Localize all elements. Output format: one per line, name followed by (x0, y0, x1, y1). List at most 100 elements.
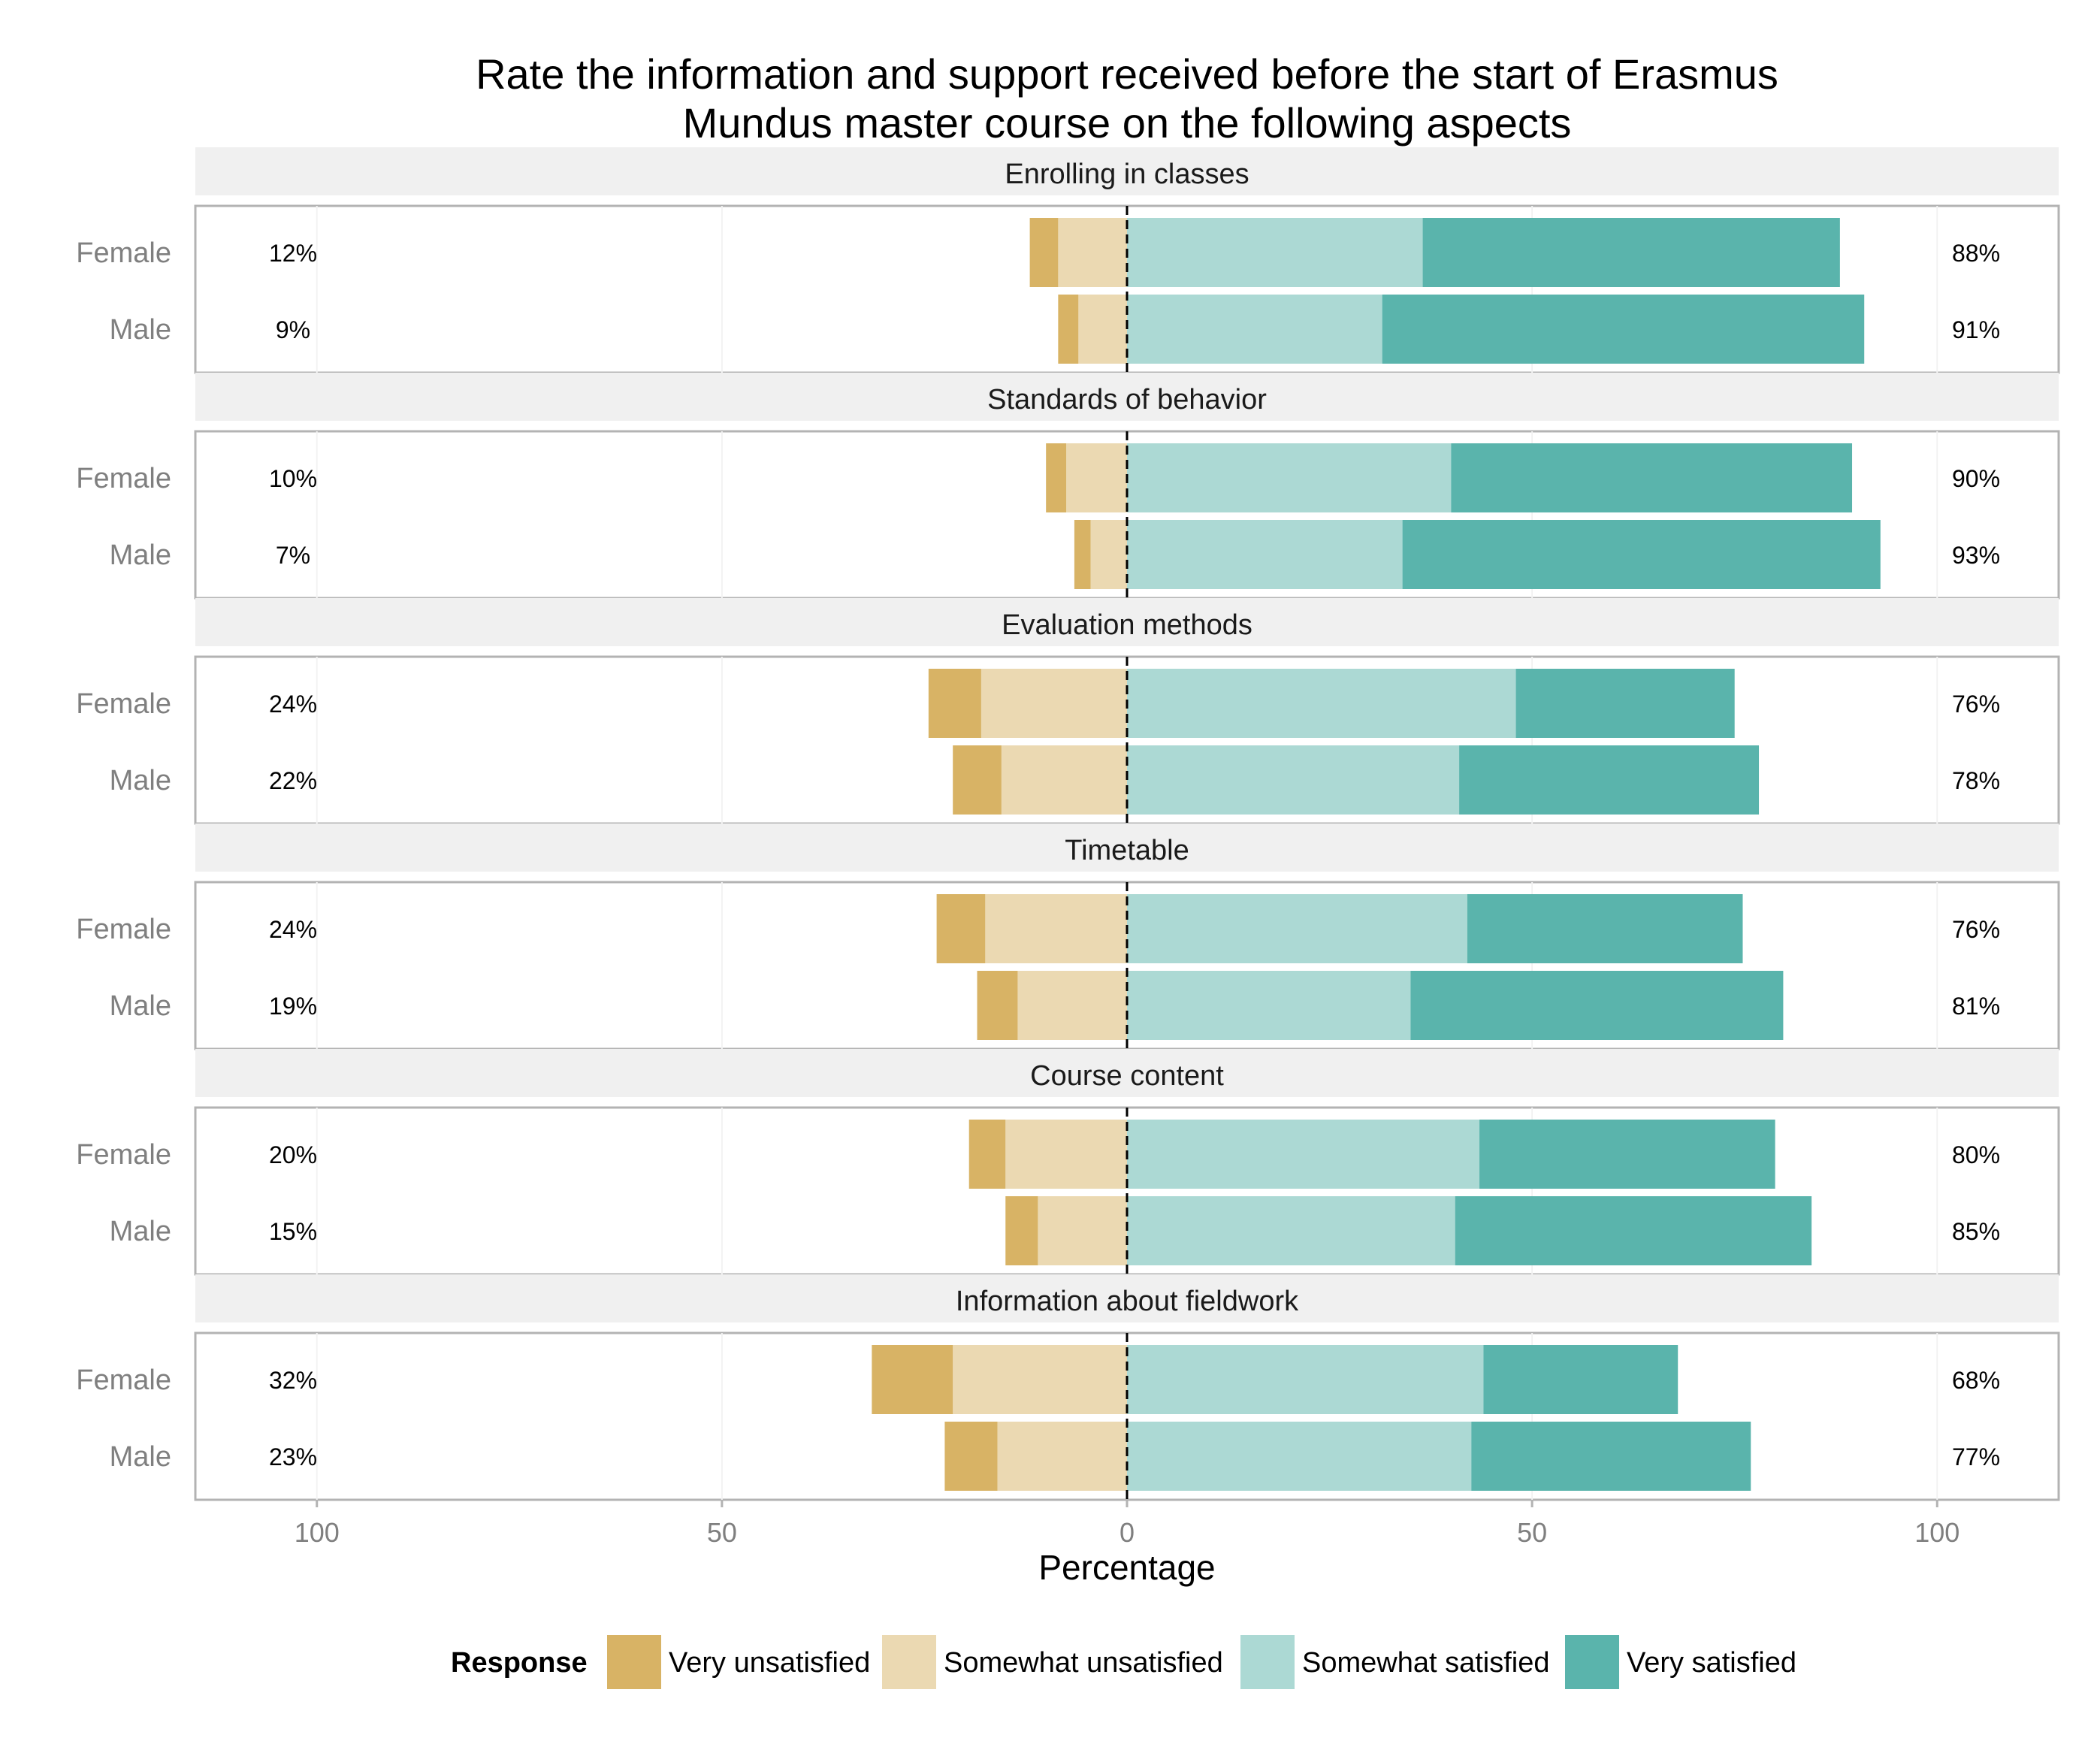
bar-very-unsatisfied (977, 971, 1018, 1040)
row-group-label: Male (110, 1441, 171, 1473)
bar-somewhat-satisfied (1127, 295, 1382, 364)
legend-label: Very unsatisfied (669, 1647, 870, 1679)
positive-percent-label: 68% (1952, 1367, 2000, 1394)
row-group-label: Female (76, 688, 171, 720)
bar-somewhat-unsatisfied (1066, 443, 1127, 512)
panel-strip-label: Standards of behavior (987, 384, 1267, 416)
positive-percent-label: 91% (1952, 316, 2000, 343)
bar-somewhat-unsatisfied (1005, 1120, 1127, 1189)
panel-strip-label: Course content (1030, 1060, 1224, 1092)
row-group-label: Male (110, 990, 171, 1022)
panel: Timetable Female 24% 76% Male 19% 81% (76, 824, 2060, 1050)
panels: Enrolling in classes Female 12% 88% Male 9% 91… (76, 147, 2060, 1501)
negative-percent-label: 22% (269, 767, 317, 794)
negative-percent-label: 20% (269, 1141, 317, 1168)
bar-somewhat-satisfied (1127, 745, 1460, 815)
panel-strip-label: Evaluation methods (1002, 609, 1252, 641)
row-group-label: Female (76, 237, 171, 269)
negative-percent-label: 19% (269, 993, 317, 1020)
negative-percent-label: 12% (269, 240, 317, 267)
positive-percent-label: 85% (1952, 1218, 2000, 1245)
positive-percent-label: 76% (1952, 691, 2000, 718)
negative-percent-label: 24% (269, 916, 317, 943)
bar-somewhat-satisfied (1127, 669, 1516, 738)
bar-very-satisfied (1455, 1196, 1812, 1265)
legend-swatch (1240, 1635, 1295, 1689)
panel: Course content Female 20% 80% Male 15% 85% (76, 1049, 2060, 1276)
bar-very-satisfied (1402, 520, 1881, 589)
row-group-label: Female (76, 1365, 171, 1396)
row-group-label: Male (110, 1216, 171, 1247)
x-tick-label: 50 (707, 1517, 737, 1548)
bar-very-satisfied (1479, 1120, 1775, 1189)
positive-percent-label: 78% (1952, 767, 2000, 794)
legend-swatch (882, 1635, 936, 1689)
bar-very-unsatisfied (872, 1345, 953, 1414)
positive-percent-label: 77% (1952, 1443, 2000, 1470)
positive-percent-label: 81% (1952, 993, 2000, 1020)
negative-percent-label: 24% (269, 691, 317, 718)
chart-title-line-1: Rate the information and support receive… (476, 50, 1778, 98)
bar-very-satisfied (1410, 971, 1784, 1040)
bar-somewhat-unsatisfied (1090, 520, 1127, 589)
bar-very-satisfied (1451, 443, 1853, 512)
positive-percent-label: 76% (1952, 916, 2000, 943)
bar-very-unsatisfied (936, 894, 986, 963)
bar-very-satisfied (1471, 1422, 1751, 1491)
chart-title: Rate the information and support receive… (476, 50, 1778, 147)
legend: Response Very unsatisfied Somewhat unsatis… (451, 1635, 1796, 1689)
bar-very-unsatisfied (953, 745, 1002, 815)
panel-strip-label: Information about fieldwork (956, 1286, 1299, 1317)
bar-very-unsatisfied (968, 1120, 1006, 1189)
panel: Information about fieldwork Female 32% 68% M… (76, 1274, 2060, 1501)
bar-very-unsatisfied (944, 1422, 998, 1491)
x-tick-label: 100 (1914, 1517, 1959, 1548)
bar-somewhat-unsatisfied (981, 669, 1127, 738)
negative-percent-label: 32% (269, 1367, 317, 1394)
bar-very-satisfied (1422, 218, 1840, 287)
negative-percent-label: 7% (276, 542, 310, 569)
bar-somewhat-unsatisfied (953, 1345, 1127, 1414)
bar-very-satisfied (1382, 295, 1865, 364)
row-group-label: Male (110, 540, 171, 571)
panel-strip (195, 598, 2059, 646)
bar-somewhat-satisfied (1127, 1345, 1484, 1414)
bar-very-satisfied (1515, 669, 1735, 738)
legend-swatch (1565, 1635, 1619, 1689)
bar-somewhat-unsatisfied (1017, 971, 1127, 1040)
bar-very-unsatisfied (928, 669, 981, 738)
legend-label: Somewhat unsatisfied (944, 1647, 1223, 1679)
panel: Evaluation methods Female 24% 76% Male 22% 78% (76, 598, 2060, 825)
bar-somewhat-unsatisfied (1038, 1196, 1127, 1265)
bar-very-satisfied (1467, 894, 1743, 963)
row-group-label: Male (110, 314, 171, 346)
bar-somewhat-satisfied (1127, 1422, 1472, 1491)
legend-label: Very satisfied (1627, 1647, 1796, 1679)
bar-somewhat-satisfied (1127, 971, 1411, 1040)
bar-very-unsatisfied (1005, 1196, 1038, 1265)
row-group-label: Female (76, 914, 171, 945)
row-group-label: Female (76, 1139, 171, 1171)
negative-percent-label: 10% (269, 465, 317, 492)
bar-somewhat-satisfied (1127, 218, 1423, 287)
bar-somewhat-satisfied (1127, 443, 1452, 512)
bar-somewhat-unsatisfied (1001, 745, 1127, 815)
chart-title-line-2: Mundus master course on the following as… (683, 99, 1572, 147)
bar-somewhat-unsatisfied (1078, 295, 1127, 364)
bar-very-unsatisfied (1029, 218, 1059, 287)
negative-percent-label: 9% (276, 316, 310, 343)
bar-somewhat-unsatisfied (997, 1422, 1127, 1491)
panel-strip (195, 373, 2059, 421)
x-tick-label: 50 (1517, 1517, 1547, 1548)
panel-strip (195, 1274, 2059, 1322)
bar-somewhat-satisfied (1127, 894, 1467, 963)
panel-strip (195, 147, 2059, 195)
bar-somewhat-satisfied (1127, 520, 1403, 589)
legend-title: Response (451, 1647, 588, 1679)
bar-somewhat-satisfied (1127, 1120, 1480, 1189)
legend-label: Somewhat satisfied (1302, 1647, 1550, 1679)
row-group-label: Male (110, 765, 171, 796)
panel: Enrolling in classes Female 12% 88% Male 9% 91… (76, 147, 2060, 374)
